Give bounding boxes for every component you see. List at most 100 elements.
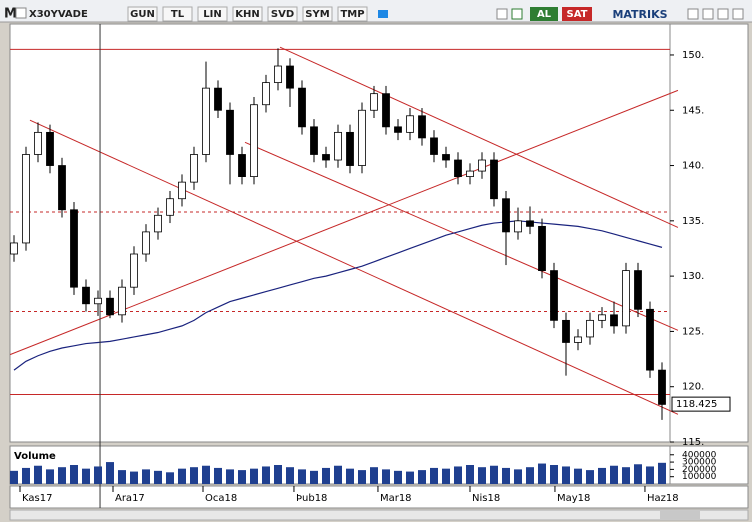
candle-body (574, 336, 582, 343)
minimize-button[interactable] (687, 8, 699, 20)
volume-bar (189, 467, 198, 484)
y-tick-label: 145. (682, 105, 704, 116)
price-axis (669, 23, 749, 443)
volume-tick-label: 200000 (682, 465, 717, 475)
volume-bar (633, 464, 642, 484)
volume-bar (213, 467, 222, 484)
candle-body (286, 65, 294, 89)
candle-body (94, 297, 102, 305)
candle-body (502, 198, 510, 233)
candle-body (274, 65, 282, 84)
candle-body (190, 154, 198, 183)
x-tick-label: Þub18 (296, 493, 327, 504)
candle-body (10, 242, 18, 255)
volume-tick-label: 400000 (682, 450, 717, 460)
candle-body (562, 319, 570, 343)
close-symbol[interactable] (15, 7, 27, 19)
toolbar-button-label[interactable]: TMP (340, 9, 364, 20)
sell-label[interactable]: SAT (567, 9, 588, 20)
volume-bar (441, 468, 450, 484)
volume-bar (129, 471, 138, 484)
volume-bar (657, 462, 666, 484)
volume-bar (417, 470, 426, 484)
scroll-thumb[interactable] (660, 511, 700, 519)
maximize-button[interactable] (717, 8, 729, 20)
candle-body (454, 159, 462, 178)
candle-body (490, 159, 498, 200)
candle-body (334, 131, 342, 161)
volume-bar (525, 467, 534, 484)
volume-bar (405, 471, 414, 484)
volume-bar (357, 470, 366, 484)
candle-body (22, 154, 30, 244)
candle-body (34, 131, 42, 155)
volume-bar (645, 466, 654, 484)
x-tick-label: Nis18 (472, 493, 500, 504)
sell-button[interactable] (562, 7, 592, 21)
candle-body (106, 297, 114, 316)
volume-bar (585, 470, 594, 484)
volume-bar (453, 466, 462, 484)
toolbar-button[interactable] (337, 6, 368, 22)
toolbar-button-label[interactable]: KHN (235, 9, 260, 20)
x-tick-label: Mar18 (380, 493, 412, 504)
toolbar-button-label[interactable]: GUN (130, 9, 155, 20)
volume-bar (429, 467, 438, 484)
candle-body (298, 87, 306, 128)
x-tick-label: Ara17 (115, 493, 145, 504)
twitter-icon[interactable] (378, 10, 388, 18)
toolbar-button[interactable] (232, 6, 263, 22)
toolbar-button[interactable] (267, 6, 298, 22)
volume-bar (537, 463, 546, 484)
volume-bar (489, 465, 498, 484)
toolbar-button[interactable] (197, 6, 228, 22)
candle-body (538, 225, 546, 271)
trend-line (29, 119, 679, 415)
toolbar-button[interactable] (127, 6, 158, 22)
volume-tick-label: 300000 (682, 458, 717, 468)
candle-body (394, 126, 402, 133)
trend-line (244, 141, 679, 331)
candle-body (58, 165, 66, 211)
volume-bar (69, 465, 78, 484)
volume-bar (561, 466, 570, 484)
toolbar-button-label[interactable]: TL (171, 9, 185, 20)
volume-bar (33, 465, 42, 484)
toolbar-button-label[interactable]: SVD (271, 9, 294, 20)
toolbar-button-label[interactable]: LIN (203, 9, 221, 20)
toolbar-button-label[interactable]: SYM (305, 9, 329, 20)
date-axis (9, 485, 749, 509)
candle-body (550, 270, 558, 321)
refresh-icon[interactable] (511, 8, 523, 20)
candle-body (658, 369, 666, 405)
volume-bar (201, 465, 210, 484)
volume-bar (141, 469, 150, 484)
close-button[interactable] (732, 8, 744, 20)
last-price-box (671, 396, 731, 412)
toolbar-button[interactable] (162, 6, 193, 22)
volume-bar (237, 470, 246, 484)
window-icon[interactable] (496, 8, 508, 20)
restore-button[interactable] (702, 8, 714, 20)
volume-bar (573, 468, 582, 484)
y-tick-label: 150. (682, 50, 704, 61)
y-tick-label: 130. (682, 271, 704, 282)
volume-bar (597, 467, 606, 484)
scrollbar[interactable] (9, 509, 749, 521)
y-tick-label: 115. (682, 437, 704, 448)
candle-body (610, 314, 618, 327)
volume-title: Volume (14, 451, 56, 462)
symbol[interactable]: X30YVADE (29, 9, 88, 20)
candle-body (214, 87, 222, 111)
candle-body (310, 126, 318, 155)
toolbar-button[interactable] (302, 6, 333, 22)
candle-body (142, 231, 150, 255)
buy-label[interactable]: AL (537, 9, 552, 20)
candle-body (322, 154, 330, 161)
candle-body (646, 308, 654, 371)
volume-bar (153, 470, 162, 484)
buy-button[interactable] (530, 7, 558, 21)
candle-body (406, 115, 414, 133)
y-tick-label: 120. (682, 382, 704, 393)
